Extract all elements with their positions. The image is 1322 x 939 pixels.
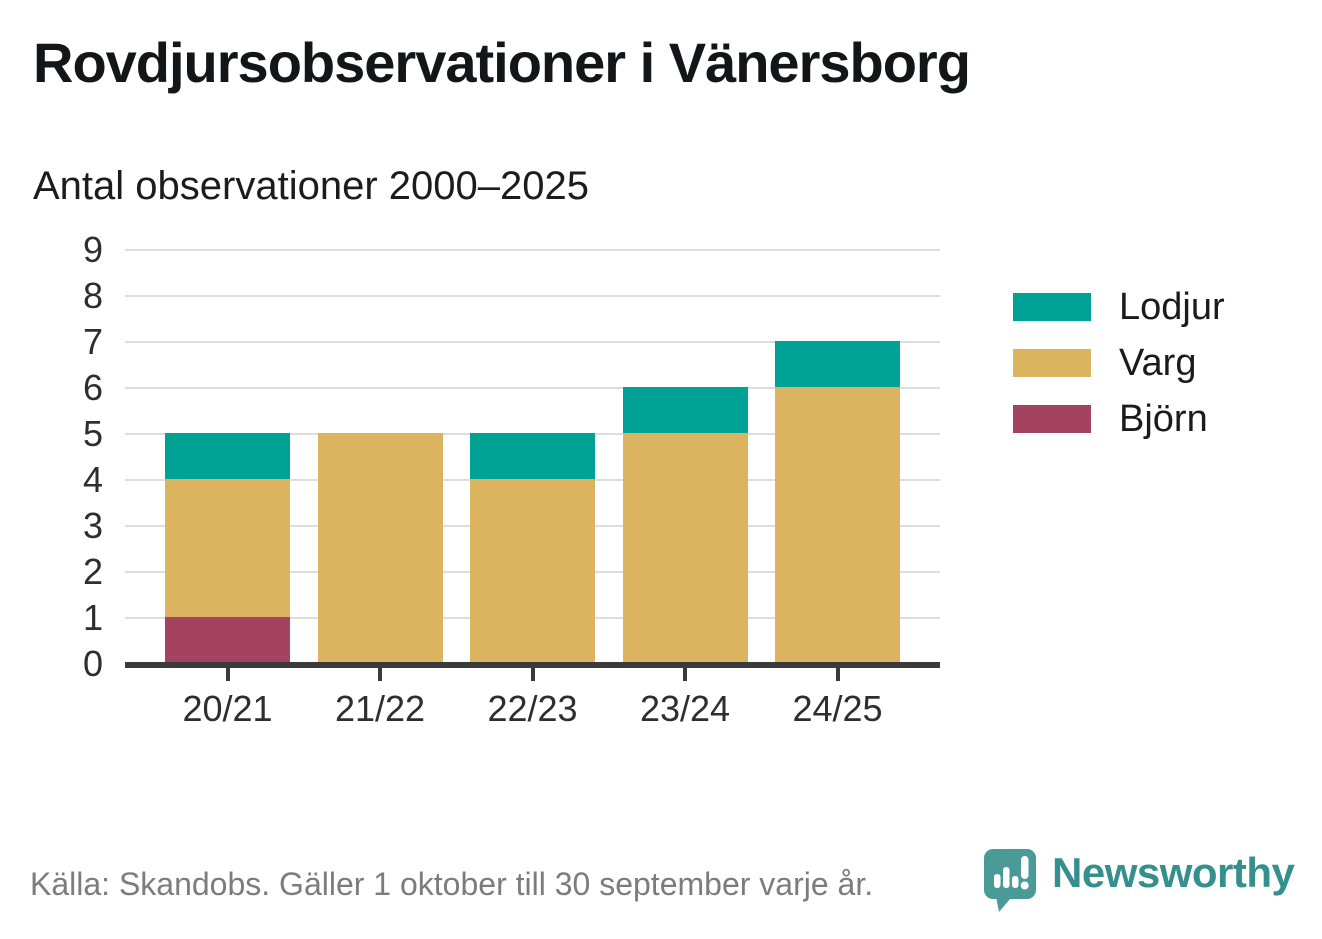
newsworthy-logo-icon: [984, 849, 1036, 912]
gridline: [125, 249, 940, 251]
bar-segment-varg: [622, 433, 748, 663]
gridline: [125, 295, 940, 297]
brand-name: Newsworthy: [1052, 849, 1295, 896]
x-axis-tick: [683, 668, 687, 681]
y-axis-label: 4: [82, 459, 103, 500]
y-axis-label: 2: [82, 551, 103, 592]
legend-label: Björn: [1119, 397, 1208, 440]
y-axis-label: 8: [82, 275, 103, 316]
y-axis-label: 1: [82, 597, 103, 638]
y-axis-label: 3: [82, 505, 103, 546]
brand-lockup: Newsworthy: [982, 847, 1295, 915]
bar-segment-varg: [165, 479, 290, 617]
bar-segment-lodjur: [470, 433, 595, 479]
y-axis-label: 7: [82, 321, 103, 362]
y-axis-label: 6: [82, 367, 103, 408]
legend-swatch: [1013, 293, 1091, 321]
gridline: [125, 387, 940, 389]
y-axis-label: 9: [82, 229, 103, 270]
chart-legend: Lodjur Varg Björn: [1013, 286, 1225, 461]
gridline: [125, 341, 940, 343]
bar-segment-varg: [317, 433, 443, 663]
legend-item-lodjur: Lodjur: [1013, 286, 1225, 328]
y-axis-label: 0: [82, 643, 103, 684]
source-note: Källa: Skandobs. Gäller 1 oktober till 3…: [30, 866, 874, 902]
bar-segment-varg: [775, 387, 900, 663]
x-axis-tick: [835, 668, 840, 681]
legend-label: Varg: [1119, 341, 1197, 384]
x-axis-tick: [225, 668, 230, 681]
legend-swatch: [1013, 405, 1091, 433]
y-axis-label: 5: [82, 413, 103, 454]
bar-segment-lodjur: [622, 387, 748, 433]
x-axis-label: 23/24: [639, 688, 731, 729]
x-axis-tick: [378, 668, 382, 681]
legend-item-bjrn: Björn: [1013, 398, 1225, 440]
bar-segment-varg: [470, 479, 595, 663]
bar-segment-lodjur: [165, 433, 290, 479]
x-axis-line: [125, 662, 940, 668]
page-title: Rovdjursobservationer i Vänersborg: [33, 31, 971, 94]
x-axis-label: 22/23: [487, 688, 578, 729]
x-axis-tick: [530, 668, 535, 681]
legend-swatch: [1013, 349, 1091, 377]
legend-item-varg: Varg: [1013, 342, 1225, 384]
chart-subtitle: Antal observationer 2000–2025: [33, 164, 589, 208]
x-axis-label: 21/22: [334, 688, 426, 729]
x-axis-label: 24/25: [792, 688, 883, 729]
x-axis-label: 20/21: [182, 688, 273, 729]
legend-label: Lodjur: [1119, 285, 1225, 328]
bar-segment-bjrn: [165, 617, 290, 663]
bar-segment-lodjur: [775, 341, 900, 387]
